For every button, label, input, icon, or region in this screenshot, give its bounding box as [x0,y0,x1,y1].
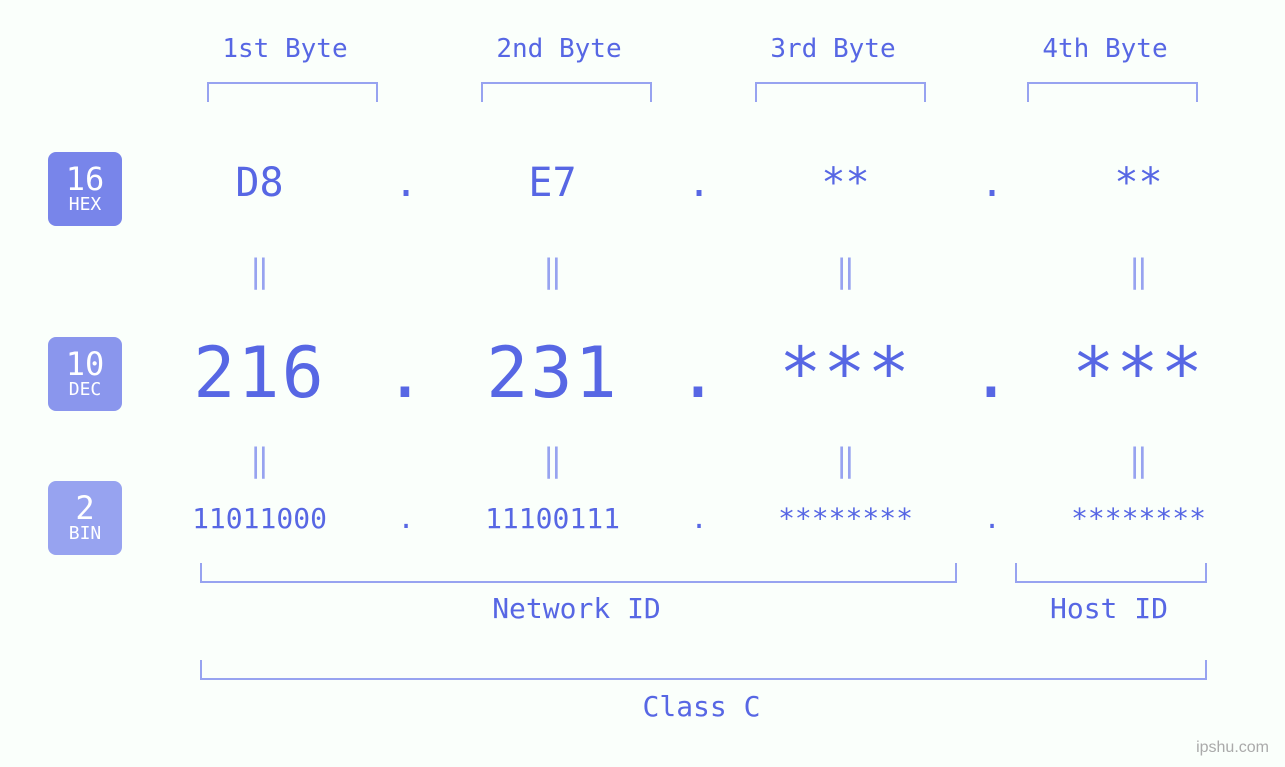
base-badge-hex: 16 HEX [48,152,122,226]
ip-byte-diagram: 1st Byte 2nd Byte 3rd Byte 4th Byte 16 H… [0,0,1285,767]
byte-bracket-3 [755,82,926,102]
eq-2-1: ‖ [140,441,379,479]
byte-bracket-1 [207,82,378,102]
row-hex: D8 . E7 . ** . ** [140,160,1260,206]
row-bin: 11011000 . 11100111 . ******** . *******… [140,502,1260,535]
byte-header-4: 4th Byte [1020,34,1190,64]
row-eq-hex-dec: ‖ . ‖ . ‖ . ‖ [140,252,1260,290]
dec-dot-3: . [965,332,1019,414]
host-id-bracket [1015,563,1207,583]
dec-dot-1: . [379,332,433,414]
dec-byte-3: *** [726,332,965,414]
hex-byte-2: E7 [433,160,672,206]
bin-dot-3: . [965,502,1019,535]
byte-bracket-4 [1027,82,1198,102]
byte-header-1: 1st Byte [200,34,370,64]
hex-dot-2: . [672,160,726,206]
byte-header-3: 3rd Byte [748,34,918,64]
network-id-bracket [200,563,957,583]
class-label: Class C [200,690,1203,723]
base-badge-dec: 10 DEC [48,337,122,411]
row-eq-dec-bin: ‖ . ‖ . ‖ . ‖ [140,441,1260,479]
eq-1-3: ‖ [726,252,965,290]
eq-2-4: ‖ [1019,441,1258,479]
bin-byte-1: 11011000 [140,502,379,535]
bin-byte-3: ******** [726,502,965,535]
base-badge-dec-num: 10 [66,348,105,382]
base-badge-bin-label: BIN [69,525,102,544]
byte-header-2: 2nd Byte [474,34,644,64]
hex-byte-3: ** [726,160,965,206]
eq-1-4: ‖ [1019,252,1258,290]
base-badge-dec-label: DEC [69,381,102,400]
bin-dot-1: . [379,502,433,535]
hex-byte-4: ** [1019,160,1258,206]
base-badge-hex-num: 16 [66,163,105,197]
network-id-label: Network ID [200,592,953,625]
host-id-label: Host ID [1015,592,1203,625]
eq-2-2: ‖ [433,441,672,479]
base-badge-hex-label: HEX [69,196,102,215]
bin-byte-4: ******** [1019,502,1258,535]
dec-byte-2: 231 [433,332,672,414]
eq-1-2: ‖ [433,252,672,290]
eq-2-3: ‖ [726,441,965,479]
class-bracket [200,660,1207,680]
hex-dot-3: . [965,160,1019,206]
bin-byte-2: 11100111 [433,502,672,535]
dec-dot-2: . [672,332,726,414]
hex-dot-1: . [379,160,433,206]
eq-1-1: ‖ [140,252,379,290]
base-badge-bin: 2 BIN [48,481,122,555]
bin-dot-2: . [672,502,726,535]
byte-bracket-2 [481,82,652,102]
dec-byte-1: 216 [140,332,379,414]
row-dec: 216 . 231 . *** . *** [140,332,1260,414]
dec-byte-4: *** [1019,332,1258,414]
hex-byte-1: D8 [140,160,379,206]
base-badge-bin-num: 2 [75,492,94,526]
watermark: ipshu.com [1196,739,1269,757]
